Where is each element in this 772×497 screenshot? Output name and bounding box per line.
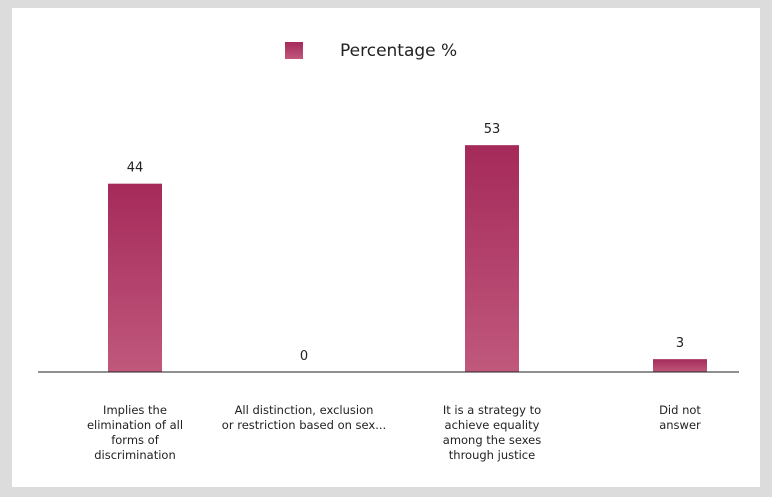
value-label-1: 0 bbox=[300, 349, 308, 364]
bar-3 bbox=[653, 359, 707, 372]
category-label-0-line-1: elimination of all bbox=[87, 418, 183, 432]
legend-label: Percentage % bbox=[340, 41, 457, 61]
category-label-1-line-0: All distinction, exclusion bbox=[235, 403, 374, 417]
category-label-2-line-0: It is a strategy to bbox=[443, 403, 541, 417]
category-label-2: It is a strategy to achieve equality among… bbox=[443, 403, 541, 462]
value-label-3: 3 bbox=[676, 336, 684, 351]
category-label-0: Implies the elimination of all forms of dis… bbox=[87, 403, 183, 462]
category-label-0-line-3: discrimination bbox=[94, 448, 176, 462]
chart-frame: Percentage % 44 0 53 3 Implies the eliminati… bbox=[12, 8, 760, 487]
category-label-3: Did not answer bbox=[659, 403, 701, 432]
category-label-2-line-2: among the sexes bbox=[443, 433, 541, 447]
category-label-1: All distinction, exclusion or restriction… bbox=[222, 403, 386, 432]
value-labels: 44 0 53 3 bbox=[127, 122, 684, 364]
category-labels: Implies the elimination of all forms of dis… bbox=[87, 403, 701, 462]
category-label-3-line-1: answer bbox=[659, 418, 701, 432]
bar-chart: Percentage % 44 0 53 3 Implies the eliminati… bbox=[38, 41, 739, 462]
category-label-1-line-1: or restriction based on sex... bbox=[222, 418, 386, 432]
category-label-0-line-2: forms of bbox=[111, 433, 159, 447]
category-label-2-line-3: through justice bbox=[449, 448, 535, 462]
value-label-0: 44 bbox=[127, 161, 144, 176]
bar-0 bbox=[108, 183, 162, 372]
legend: Percentage % bbox=[285, 41, 457, 61]
category-label-2-line-1: achieve equality bbox=[445, 418, 540, 432]
bars bbox=[108, 145, 707, 372]
category-label-3-line-0: Did not bbox=[659, 403, 701, 417]
bar-2 bbox=[465, 145, 519, 372]
category-label-0-line-0: Implies the bbox=[103, 403, 167, 417]
legend-swatch bbox=[285, 42, 303, 59]
value-label-2: 53 bbox=[484, 122, 501, 137]
